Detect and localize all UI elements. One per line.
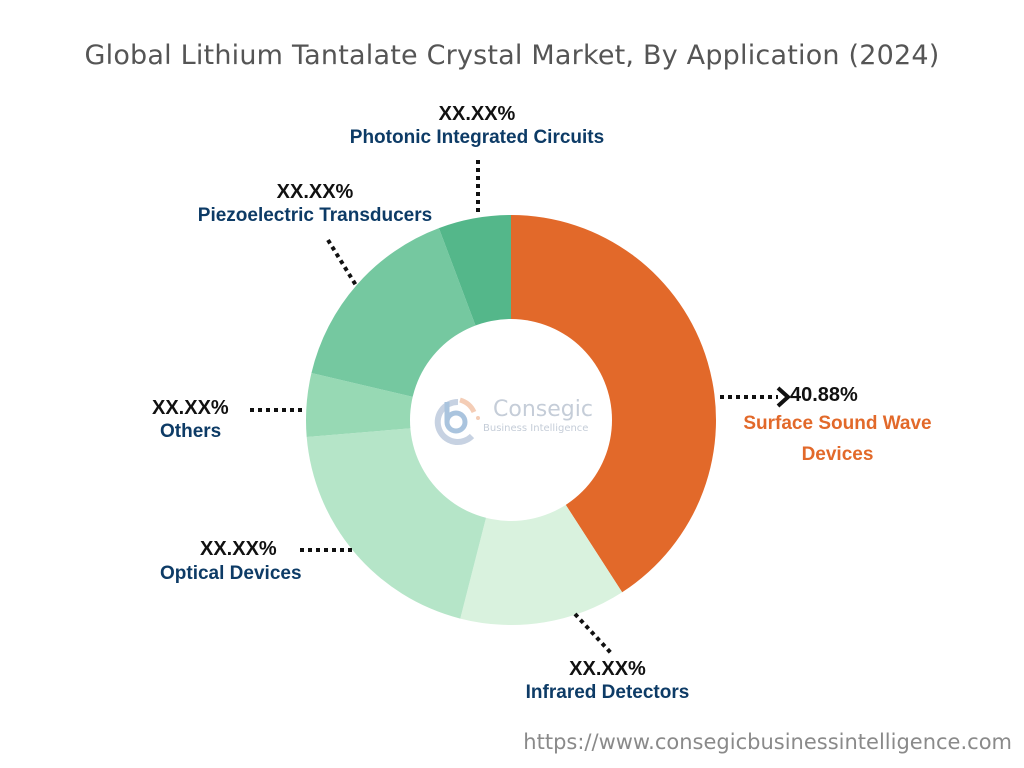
leader-line-infrared	[573, 612, 613, 655]
label-photonic-name: Photonic Integrated Circuits	[349, 127, 605, 148]
label-infrared: XX.XX% Infrared Detectors	[500, 657, 715, 705]
label-photonic: XX.XX% Photonic Integrated Circuits	[327, 102, 627, 150]
watermark-subtitle: Business Intelligence	[483, 423, 589, 434]
label-surface-name-1: Surface Sound Wave	[743, 413, 932, 434]
label-piezo-name: Piezoelectric Transducers	[197, 205, 433, 226]
label-photonic-pct: XX.XX%	[438, 103, 516, 125]
label-others: Others	[160, 420, 221, 444]
donut-hole	[410, 319, 612, 521]
label-others-pct: XX.XX%	[152, 397, 229, 419]
chart-title: Global Lithium Tantalate Crystal Market,…	[84, 40, 940, 71]
label-optical-pct-wrap: XX.XX%	[200, 537, 277, 561]
source-url: https://www.consegicbusinessintelligence…	[523, 730, 1012, 754]
label-others-name: Others	[160, 421, 222, 442]
label-piezo-pct: XX.XX%	[276, 181, 354, 203]
label-piezo: XX.XX% Piezoelectric Transducers	[175, 180, 455, 228]
leader-lines	[250, 160, 778, 655]
label-optical: Optical Devices	[160, 562, 302, 586]
label-optical-name: Optical Devices	[160, 563, 302, 584]
watermark-brand: Consegic	[493, 397, 593, 422]
leader-line-piezo	[326, 238, 359, 289]
label-others-pct-wrap: XX.XX%	[152, 396, 229, 420]
label-infrared-pct: XX.XX%	[569, 658, 646, 680]
label-surface-pct: 40.88%	[790, 384, 858, 406]
label-surface-pct-wrap: 40.88%	[790, 383, 858, 407]
logo-icon	[434, 397, 480, 445]
label-optical-pct: XX.XX%	[200, 538, 277, 560]
label-infrared-name: Infrared Detectors	[525, 682, 690, 703]
label-surface: Surface Sound Wave Devices	[720, 408, 955, 470]
watermark-logo: Consegic Business Intelligence	[428, 390, 598, 450]
arrow-icon	[776, 386, 791, 408]
label-surface-name-2: Devices	[801, 444, 874, 465]
